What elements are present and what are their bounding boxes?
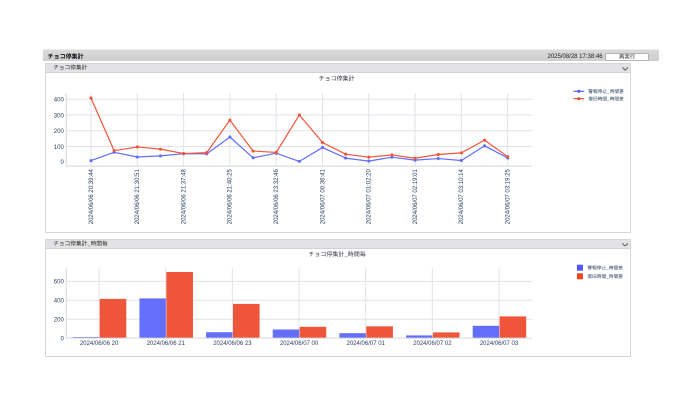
svg-text:2024/06/06 21:37:48: 2024/06/06 21:37:48 xyxy=(181,169,187,225)
svg-text:2024/06/06 21:30:51: 2024/06/06 21:30:51 xyxy=(135,169,141,225)
svg-text:0: 0 xyxy=(60,336,64,342)
svg-text:2024/06/07 03:19:25: 2024/06/07 03:19:25 xyxy=(506,169,512,225)
svg-text:200: 200 xyxy=(54,318,65,324)
svg-text:2024/06/06 23: 2024/06/06 23 xyxy=(213,341,252,347)
svg-text:200: 200 xyxy=(54,129,65,135)
svg-text:2024/06/07 00: 2024/06/07 00 xyxy=(280,341,319,347)
svg-text:400: 400 xyxy=(54,299,65,305)
svg-text:2024/06/07 03:10:14: 2024/06/07 03:10:14 xyxy=(459,169,465,225)
svg-text:300: 300 xyxy=(54,113,65,119)
svg-text:2024/06/06 21: 2024/06/06 21 xyxy=(147,341,186,347)
svg-text:2024/06/07 02: 2024/06/07 02 xyxy=(413,341,452,347)
svg-text:2024/06/07 02:19:01: 2024/06/07 02:19:01 xyxy=(413,169,419,225)
svg-text:2024/06/07 01: 2024/06/07 01 xyxy=(347,341,386,347)
svg-text:2024/06/07 03: 2024/06/07 03 xyxy=(480,341,519,347)
svg-text:400: 400 xyxy=(54,98,65,104)
svg-text:600: 600 xyxy=(54,280,65,286)
svg-text:2024/06/06 21:40:25: 2024/06/06 21:40:25 xyxy=(228,169,234,225)
svg-text:100: 100 xyxy=(54,145,65,151)
svg-text:2024/06/07 00:36:41: 2024/06/07 00:36:41 xyxy=(320,169,326,225)
svg-text:0: 0 xyxy=(60,160,64,166)
svg-text:2024/06/06 20: 2024/06/06 20 xyxy=(80,341,119,347)
svg-text:2024/06/06 23:32:46: 2024/06/06 23:32:46 xyxy=(274,169,280,225)
svg-text:2024/06/07 01:02:20: 2024/06/07 01:02:20 xyxy=(367,169,373,225)
svg-text:2024/06/06 20:39:44: 2024/06/06 20:39:44 xyxy=(89,169,95,225)
